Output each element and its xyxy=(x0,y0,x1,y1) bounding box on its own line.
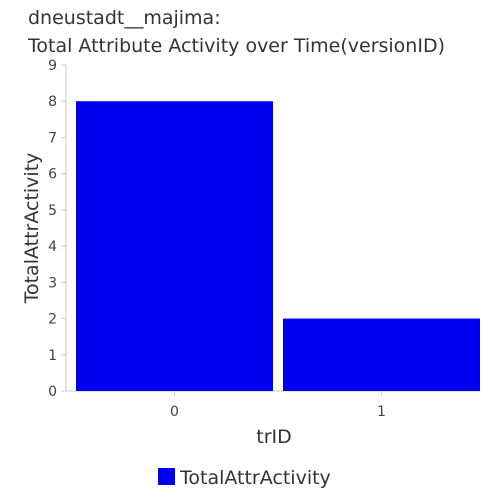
y-tick-label: 9 xyxy=(48,58,57,74)
x-tick-label: 1 xyxy=(377,404,386,420)
bars-group xyxy=(76,101,480,391)
y-tick-label: 7 xyxy=(48,130,57,146)
y-tick-label: 2 xyxy=(48,312,57,328)
x-axis-title: trID xyxy=(256,426,292,448)
bar-0 xyxy=(76,101,273,391)
chart-title: dneustadt__majima: Total Attribute Activ… xyxy=(27,7,445,57)
y-tick-label: 0 xyxy=(48,384,57,400)
legend-swatch xyxy=(158,468,175,485)
y-axis-title: TotalAttrActivity xyxy=(21,153,43,305)
chart-title-line-1: dneustadt__majima: xyxy=(28,7,221,29)
y-axis: 0 1 2 3 4 5 6 7 8 9 xyxy=(48,58,67,400)
legend-label: TotalAttrActivity xyxy=(179,467,331,489)
x-tick-label: 0 xyxy=(170,404,179,420)
chart-title-line-2: Total Attribute Activity over Time(versi… xyxy=(27,35,445,57)
y-tick-label: 8 xyxy=(48,94,57,110)
y-tick-label: 3 xyxy=(48,275,57,291)
legend: TotalAttrActivity xyxy=(158,467,331,489)
bar-1 xyxy=(283,318,480,391)
y-tick-label: 5 xyxy=(48,203,57,219)
y-tick-label: 4 xyxy=(48,239,57,255)
y-tick-label: 6 xyxy=(48,167,57,183)
y-tick-label: 1 xyxy=(48,348,57,364)
